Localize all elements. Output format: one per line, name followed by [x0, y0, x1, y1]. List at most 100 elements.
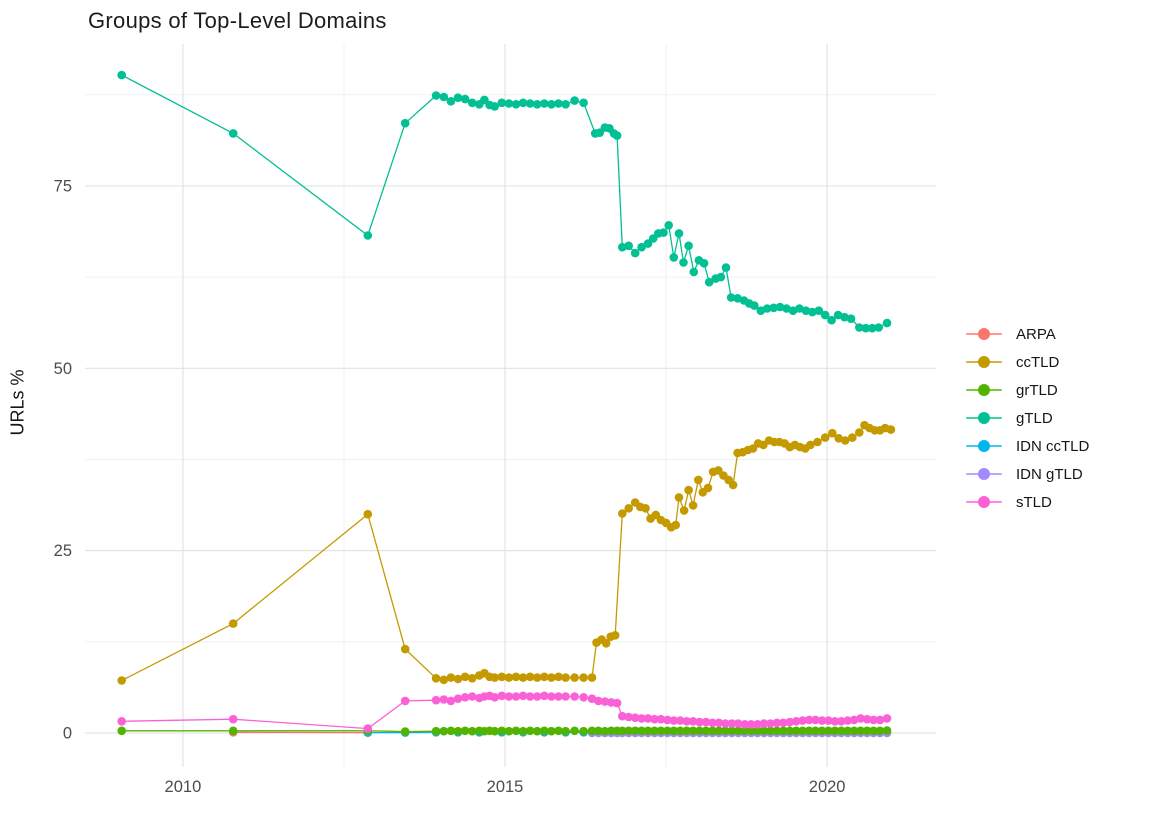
gridlines-major [85, 44, 936, 767]
data-point [708, 726, 717, 736]
data-point [547, 692, 556, 701]
data-point [439, 726, 449, 736]
data-point [641, 504, 650, 513]
data-point [561, 673, 570, 682]
data-point [518, 98, 528, 108]
x-tick-label-2010: 2010 [165, 778, 202, 796]
data-point [669, 716, 679, 725]
data-point [762, 304, 772, 313]
data-point [820, 310, 830, 320]
legend-item-stld: sTLD [964, 488, 1089, 516]
series-gtld-line [121, 74, 888, 329]
data-point [643, 714, 653, 723]
y-axis-title: URLs % [7, 369, 28, 436]
data-point [837, 717, 846, 726]
data-point [587, 673, 597, 682]
data-point [490, 693, 500, 702]
data-point [840, 436, 850, 445]
data-point [675, 726, 685, 736]
data-point [769, 303, 778, 313]
data-point [882, 726, 892, 735]
data-point [875, 715, 885, 725]
data-point [363, 231, 373, 240]
data-point [659, 228, 668, 237]
data-point [453, 726, 463, 736]
data-point [630, 248, 640, 258]
chart-title: Groups of Top-Level Domains [88, 8, 387, 33]
data-point [467, 98, 477, 108]
data-point [824, 726, 833, 736]
legend-item-idn-gtld: IDN gTLD [964, 460, 1089, 488]
data-point [460, 726, 470, 736]
data-point [453, 674, 463, 684]
data-point [363, 724, 373, 733]
data-point [525, 726, 535, 736]
data-point [869, 715, 878, 725]
data-point [532, 692, 542, 701]
data-point [848, 433, 857, 442]
data-point [750, 301, 759, 310]
data-point [600, 697, 610, 706]
data-point [504, 673, 514, 682]
data-point [570, 726, 579, 736]
data-point [867, 323, 877, 333]
data-point [650, 714, 659, 724]
legend-key-icon [964, 495, 1004, 509]
data-point [663, 726, 672, 736]
data-point [579, 726, 588, 736]
data-point [856, 726, 865, 736]
data-point [675, 716, 685, 725]
data-point [808, 307, 817, 317]
legend-dot-swatch [978, 356, 990, 368]
data-point [490, 102, 500, 111]
data-point [117, 726, 126, 736]
data-point [561, 726, 570, 736]
data-point [467, 726, 477, 736]
data-point [820, 433, 830, 442]
data-point [746, 720, 756, 729]
data-point [679, 506, 689, 515]
data-point [772, 726, 782, 736]
data-point [688, 726, 698, 736]
data-point [834, 434, 843, 443]
data-point [669, 253, 679, 262]
data-point [400, 118, 410, 128]
legend-dot-swatch [978, 384, 990, 396]
data-point [766, 726, 775, 736]
data-point [525, 692, 535, 701]
legend-label: ARPA [1016, 325, 1056, 343]
data-point [862, 726, 872, 736]
data-point [855, 428, 864, 437]
data-point [714, 718, 724, 728]
legend-label: IDN ccTLD [1016, 437, 1090, 455]
data-point [766, 719, 775, 728]
data-point [733, 726, 743, 736]
legend-key-icon [964, 355, 1004, 369]
data-point [637, 726, 646, 736]
data-point [467, 674, 477, 683]
data-point [579, 693, 588, 702]
data-point [363, 509, 373, 519]
data-point [497, 726, 507, 736]
data-point [579, 98, 588, 108]
data-point [117, 676, 126, 685]
data-point [721, 719, 730, 728]
data-point [840, 312, 849, 322]
y-axis-labels: 0 25 50 75 [54, 177, 72, 742]
data-point [643, 726, 653, 736]
data-point [554, 672, 563, 682]
data-point [518, 673, 528, 682]
data-point [594, 696, 603, 706]
x-tick-label-2015: 2015 [487, 778, 524, 796]
data-point [504, 726, 514, 736]
data-point [630, 713, 640, 722]
data-point [688, 501, 698, 510]
data-point [733, 719, 743, 728]
data-point [849, 726, 859, 736]
data-point [554, 99, 563, 108]
data-point [785, 717, 795, 727]
data-point [439, 695, 449, 704]
data-point [663, 715, 672, 725]
data-point [817, 726, 827, 736]
